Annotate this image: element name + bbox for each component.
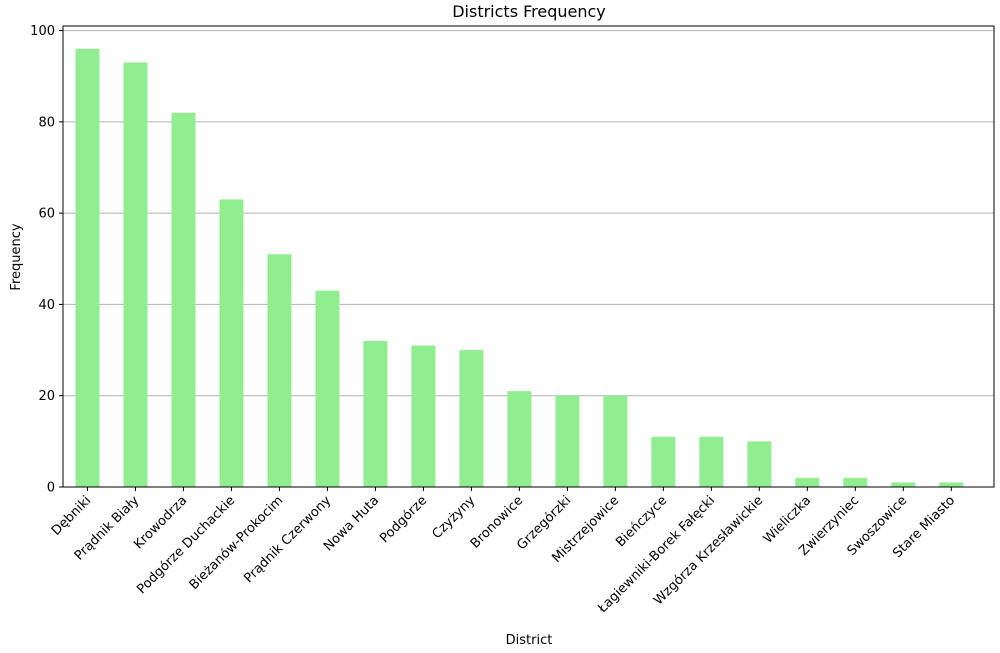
y-tick-label-1: 20	[38, 389, 55, 404]
bars	[75, 48, 964, 488]
x-tick-label-0: Dębniki	[49, 493, 94, 538]
bar-7	[411, 345, 436, 487]
bar-1	[123, 62, 148, 487]
bar-16	[843, 477, 868, 487]
bar-4	[267, 254, 292, 487]
bar-8	[459, 350, 484, 487]
x-tick-label-7: Podgórze	[377, 493, 430, 546]
bar-0	[75, 48, 100, 488]
bar-15	[795, 477, 820, 487]
bar-11	[603, 395, 628, 487]
x-tick-label-5: Prądnik Czerwony	[241, 493, 334, 586]
chart-title: Districts Frequency	[452, 2, 606, 21]
bar-17	[891, 482, 916, 487]
y-axis-ticks: 0 20 40 60 80 100	[30, 24, 63, 496]
x-tick-label-4: Bieżanów-Prokocim	[187, 493, 287, 593]
bar-9	[507, 391, 532, 487]
bar-13	[699, 436, 724, 487]
bar-3	[219, 199, 244, 487]
bar-12	[651, 436, 676, 487]
bar-2	[171, 112, 196, 487]
bar-6	[363, 340, 388, 487]
bar-14	[747, 441, 772, 487]
y-tick-label-0: 0	[47, 481, 55, 496]
bar-10	[555, 395, 580, 487]
y-axis-label: Frequency	[9, 223, 24, 290]
bar-5	[315, 290, 340, 487]
x-tick-label-8: Czyżyny	[429, 493, 478, 542]
plot-frame	[62, 25, 995, 488]
y-tick-label-4: 80	[38, 115, 55, 130]
y-tick-label-3: 60	[38, 207, 55, 222]
x-axis-label: District	[506, 633, 553, 648]
bar-18	[939, 482, 964, 487]
y-tick-label-5: 100	[30, 24, 55, 39]
y-tick-label-2: 40	[38, 298, 55, 313]
